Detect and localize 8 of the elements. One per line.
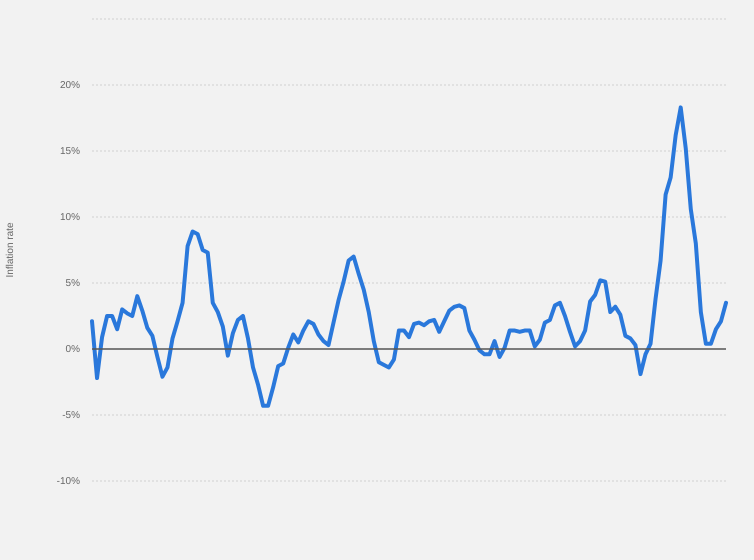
y-tick-label: 0% [66, 344, 80, 355]
y-tick-label: -5% [62, 410, 80, 421]
y-tick-label: 20% [60, 80, 80, 91]
y-axis-title: Inflation rate [4, 222, 16, 278]
y-tick-label: -10% [56, 476, 80, 487]
y-tick-label: 5% [66, 278, 80, 289]
y-tick-label: 15% [60, 146, 80, 157]
y-tick-label: 10% [60, 212, 80, 223]
